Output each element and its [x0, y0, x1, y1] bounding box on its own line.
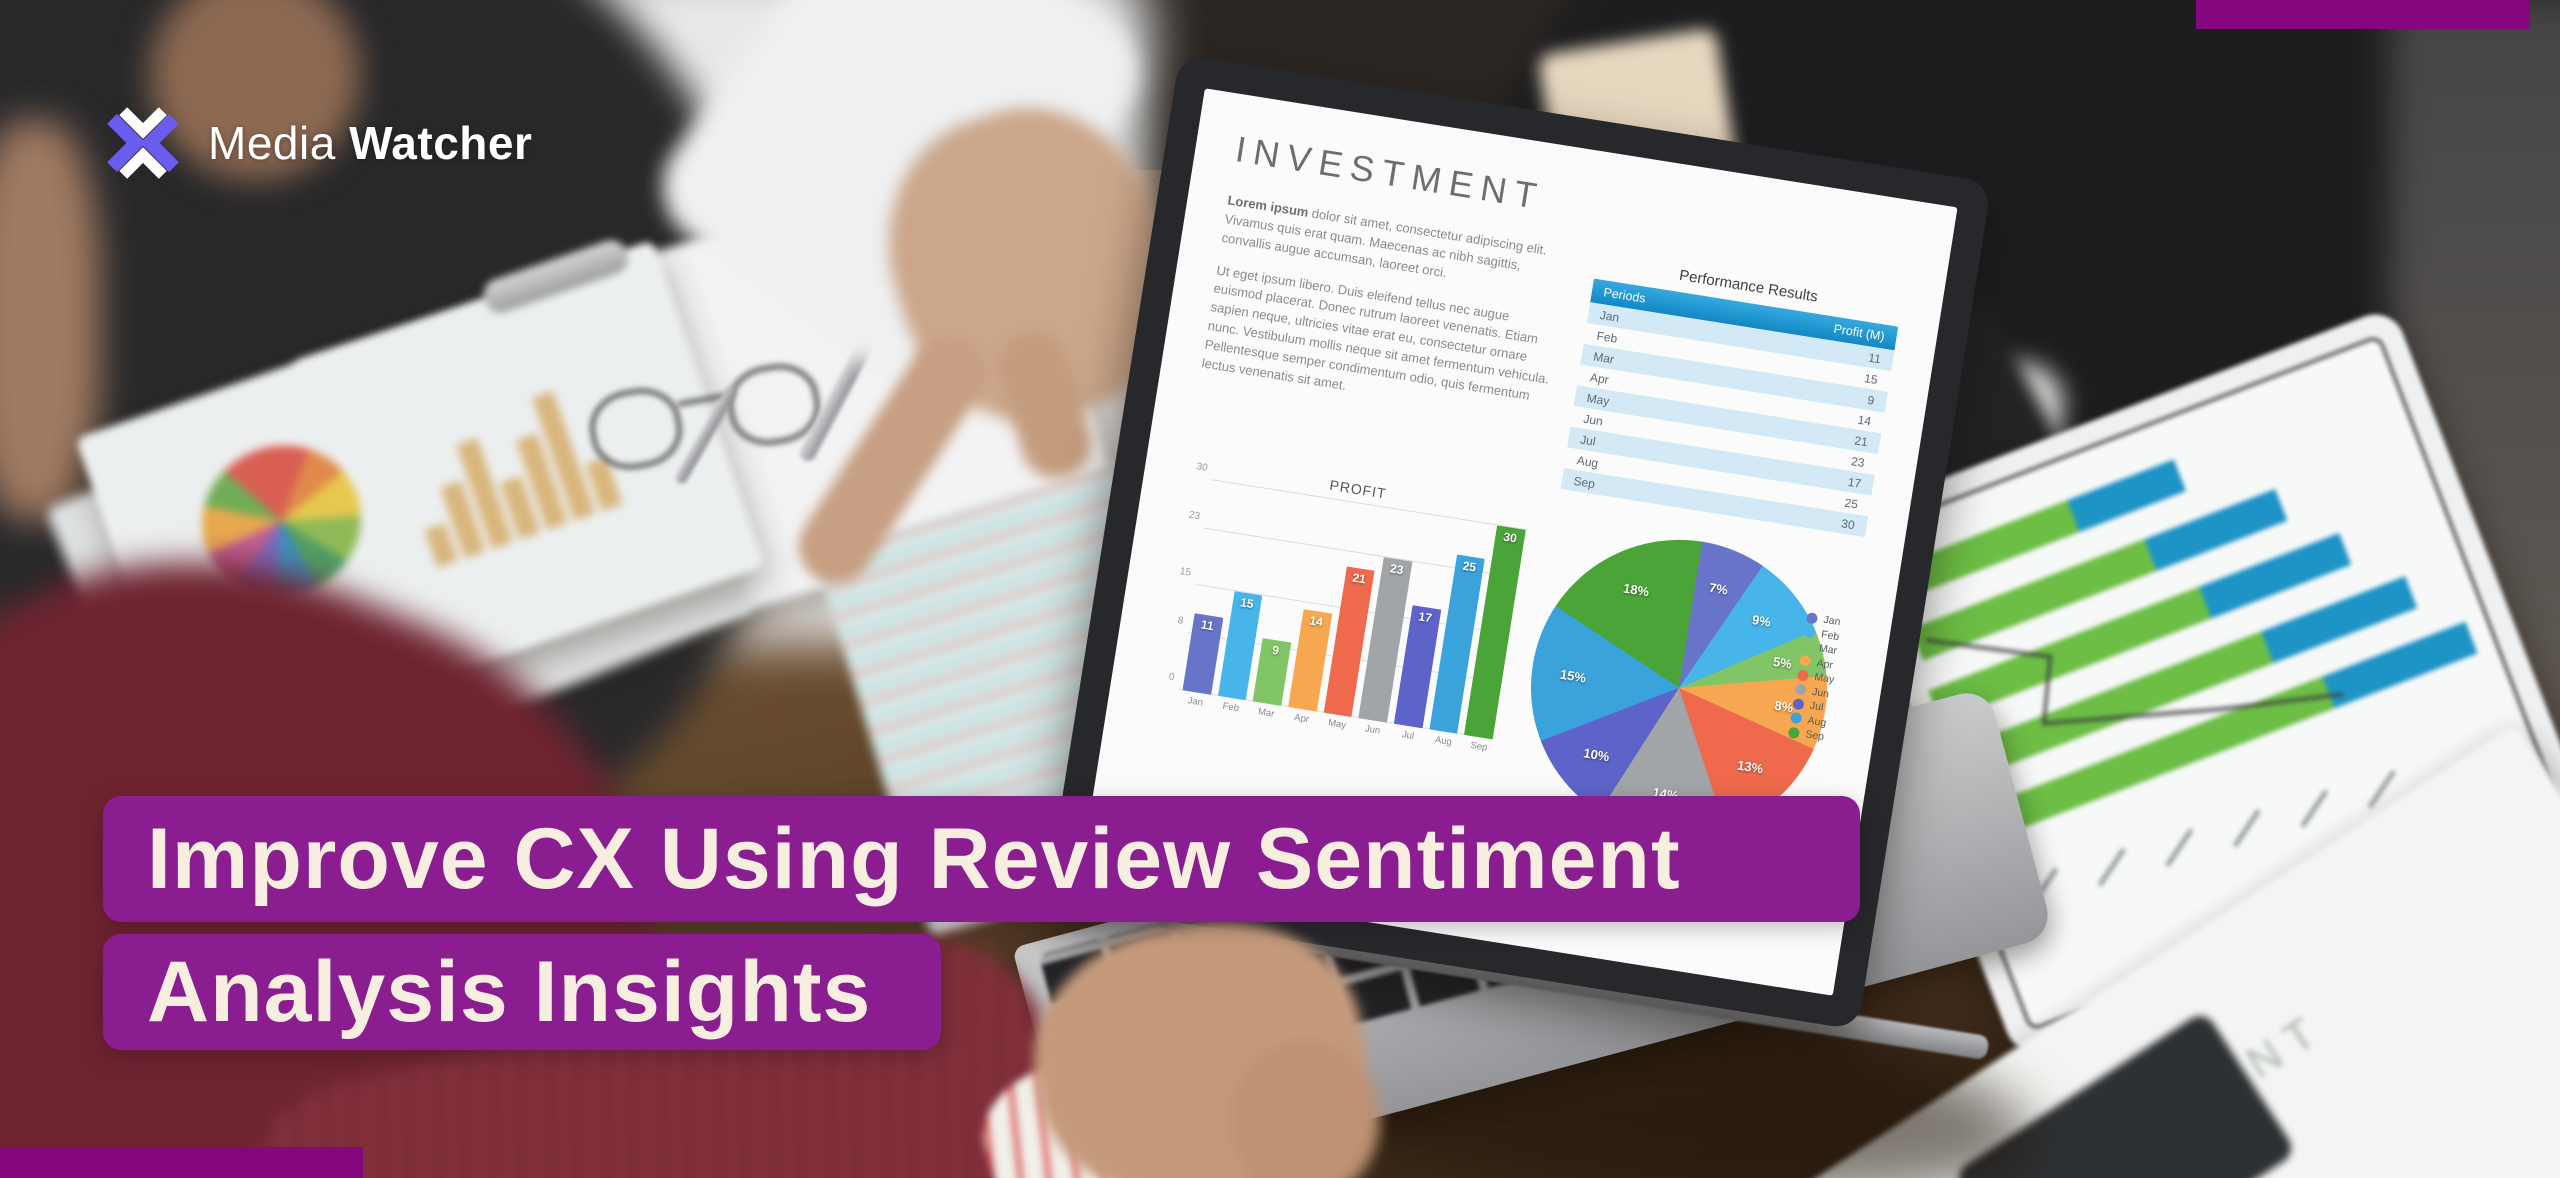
tablet-screen: [1841, 334, 2560, 1032]
profit-pie-chart: 7% 9% 5% 8% 13% 14% 10% 15% 18% Jan Feb Mar Apr May J…: [1492, 509, 1861, 858]
pie-slice-label: 7%: [1707, 579, 1729, 598]
performance-table: Performance Results Periods Profit (M) Ja…: [1560, 250, 1902, 538]
headline-line-2: Analysis Insights: [103, 934, 941, 1050]
pie-slice-label: 5%: [1772, 653, 1793, 672]
pie-slice-label: 13%: [1736, 757, 1765, 777]
slide-body-text: Lorem ipsum dolor sit amet, consectetur …: [1200, 192, 1551, 403]
person-left-face: [150, 0, 360, 180]
table-col-periods: Periods: [1602, 285, 1647, 306]
brand-name: Media Watcher: [208, 116, 532, 170]
crossed-arrows-icon: [107, 107, 179, 179]
tablet-line-graph: [1925, 638, 2344, 726]
profit-bar-chart: PROFIT 0 8 15 23 30 11 15 9 14 21 23 17 25 30 Jan Feb M…: [1149, 454, 1532, 754]
headline-line-1: Improve CX Using Review Sentiment: [103, 796, 1860, 922]
pie-slice-label: 10%: [1582, 745, 1611, 765]
brand-logo: Media Watcher: [100, 100, 532, 186]
typing-fingers: [1230, 1040, 1380, 1178]
table-col-profit: Profit (M): [1832, 321, 1886, 344]
brand-name-bold: Watcher: [349, 117, 533, 169]
corner-accent-bottom-left: [0, 1147, 363, 1178]
tablet: [1813, 305, 2560, 1061]
corner-accent-top-right: [2196, 0, 2530, 29]
pie-slice-label: 15%: [1559, 666, 1588, 686]
brand-name-regular: Media: [208, 117, 336, 169]
pie-slice-label: 18%: [1622, 580, 1651, 600]
pie-slice-label: 9%: [1751, 611, 1773, 630]
